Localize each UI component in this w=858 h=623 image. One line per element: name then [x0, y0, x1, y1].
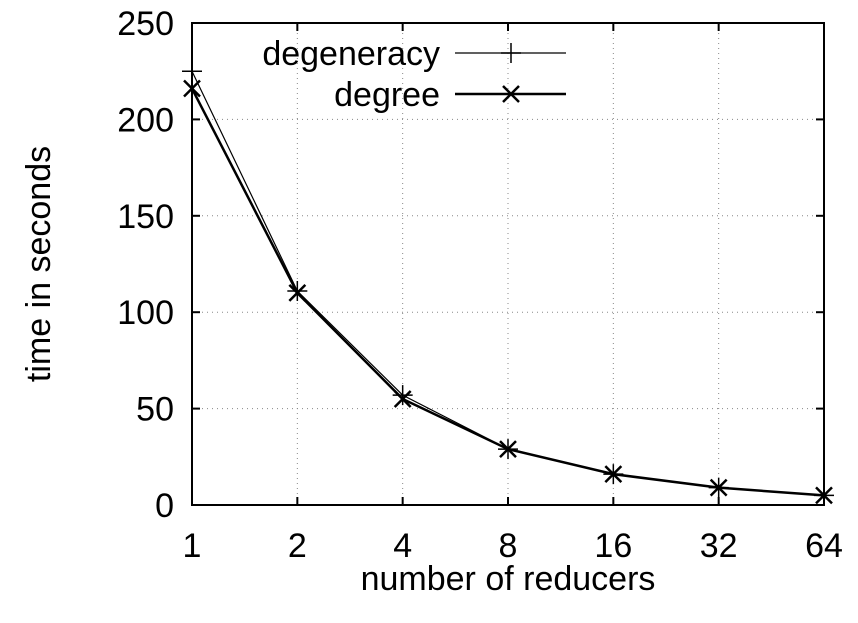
y-tick-label: 100 — [117, 294, 174, 332]
series-layer — [182, 61, 834, 506]
marker-stroke — [709, 478, 728, 497]
x-tick-label: 2 — [288, 527, 307, 565]
legend-item: degeneracy — [262, 35, 566, 73]
x-tick-label: 16 — [594, 527, 632, 565]
data-point — [183, 79, 201, 98]
y-tick-label: 50 — [136, 391, 174, 429]
marker-stroke — [604, 465, 623, 484]
data-point — [604, 465, 623, 484]
x-axis-ticks: 1 2 4 8 16 32 64 — [183, 23, 843, 565]
x-tick-label: 32 — [700, 527, 738, 565]
legend-marker — [501, 43, 521, 63]
y-tick-label: 0 — [155, 487, 174, 525]
x-tick-label: 1 — [183, 527, 202, 565]
marker-stroke — [815, 486, 833, 505]
y-tick-label: 200 — [117, 101, 174, 139]
data-point — [392, 385, 413, 406]
data-point — [182, 61, 202, 82]
series-degree — [183, 79, 833, 505]
series-line — [190, 87, 825, 497]
marker-stroke — [183, 79, 201, 98]
marker-stroke — [499, 440, 517, 458]
data-point — [815, 486, 833, 505]
x-tick-label: 4 — [393, 527, 412, 565]
legend-label: degeneracy — [262, 35, 440, 73]
marker-stroke — [393, 390, 412, 408]
marker-stroke — [288, 284, 307, 302]
x-tick-label: 64 — [805, 527, 843, 565]
legend-label: degree — [334, 76, 440, 114]
y-axis-ticks: 0 50 100 150 200 250 — [117, 5, 824, 525]
y-axis-title: time in seconds — [20, 146, 58, 382]
marker-stroke — [502, 85, 520, 103]
data-point — [709, 478, 728, 497]
legend-marker — [502, 85, 520, 103]
x-tick-label: 8 — [499, 527, 518, 565]
grid-lines — [192, 23, 824, 505]
legend-item: degree — [334, 76, 566, 114]
data-point — [499, 440, 517, 458]
data-point — [393, 390, 412, 408]
x-axis-title: number of reducers — [361, 560, 656, 598]
data-point — [288, 284, 307, 302]
y-tick-label: 250 — [117, 5, 174, 43]
y-tick-label: 150 — [117, 198, 174, 236]
